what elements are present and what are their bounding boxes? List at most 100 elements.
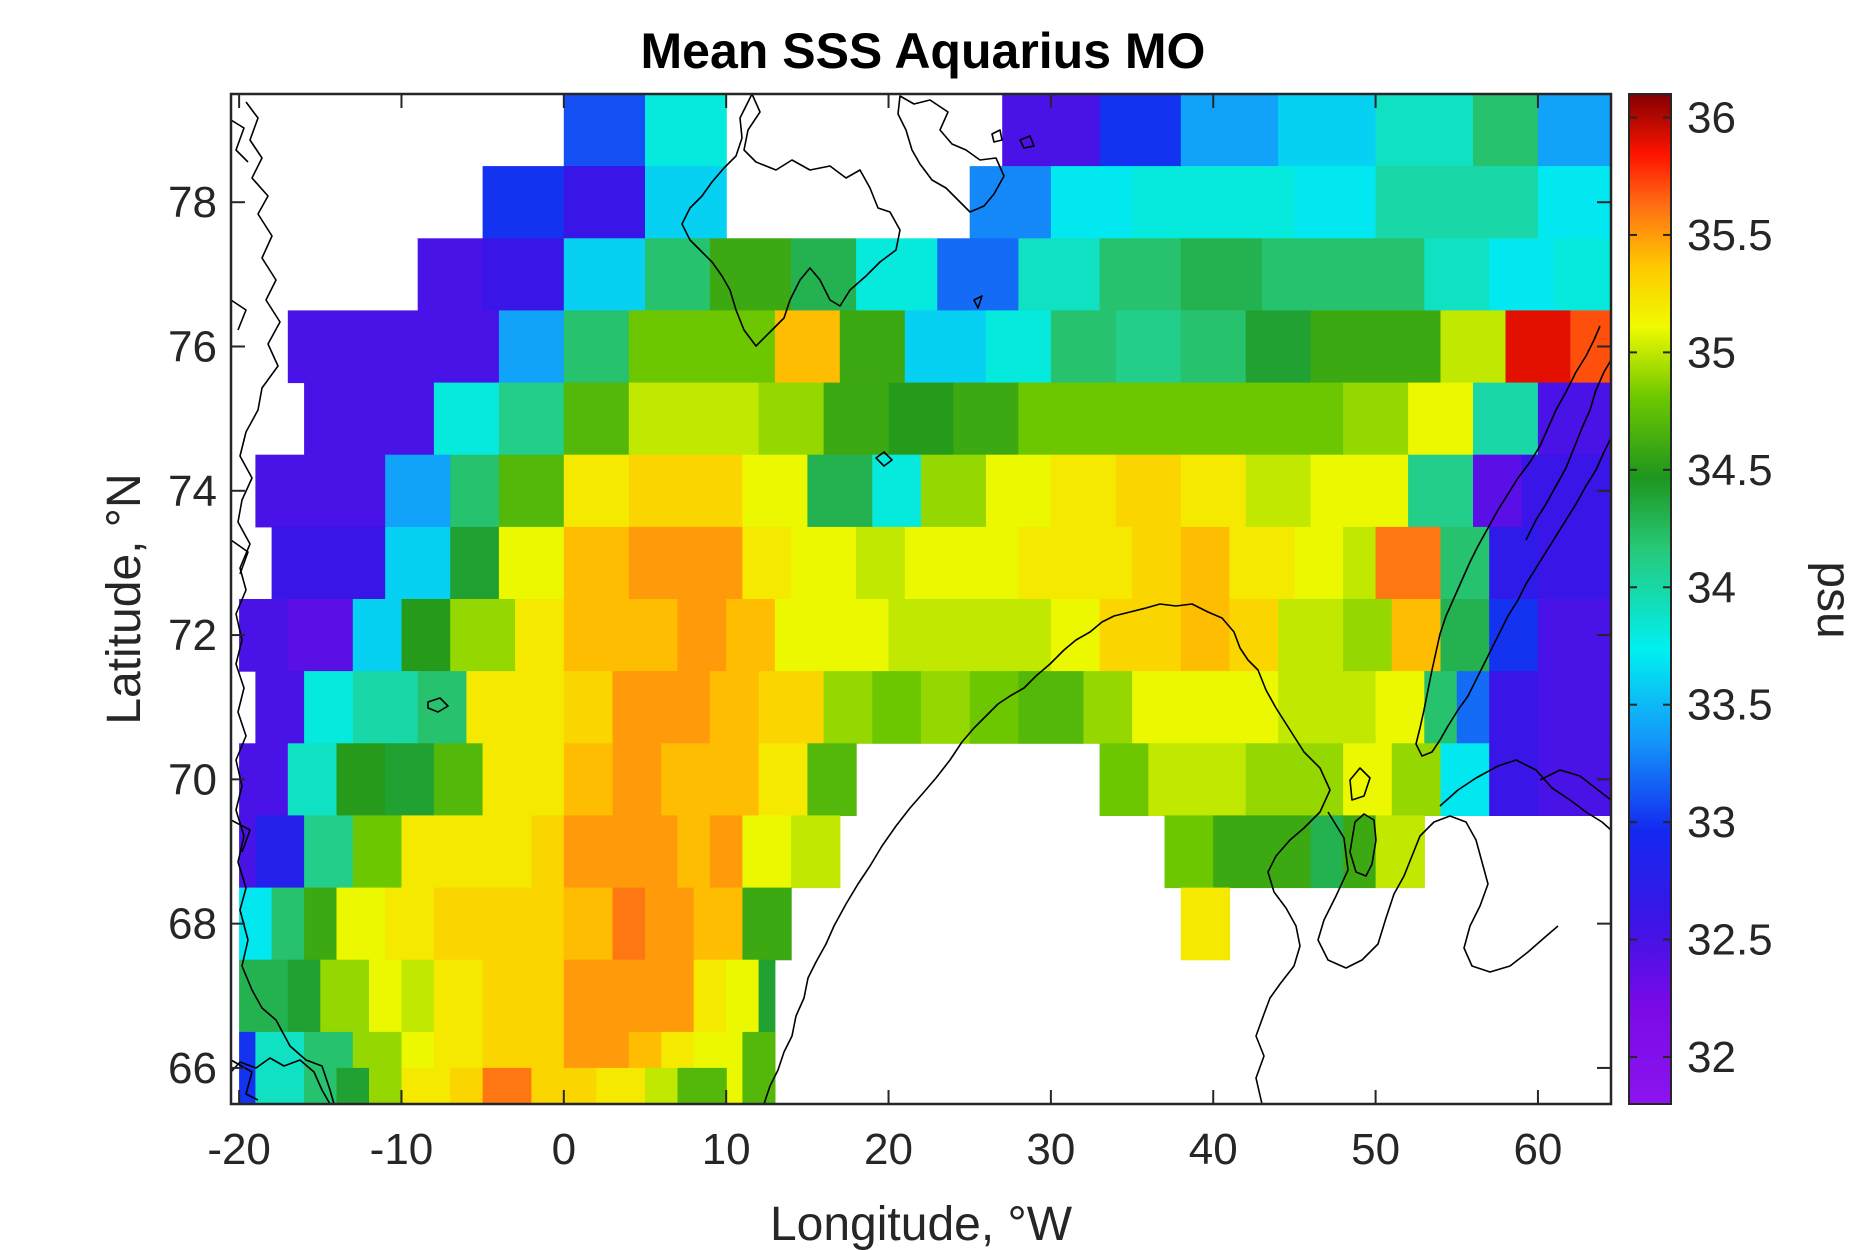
x-tick-label: 0 [552,1125,576,1174]
sss-cell [1375,94,1474,167]
sss-cell [239,959,289,1033]
sss-cell [450,599,516,672]
coastline-arctic-islets [991,129,1035,149]
coastline-svalbard-north [897,95,1005,213]
sss-cell [888,599,1052,672]
sss-cell [417,671,467,744]
sss-cell [1440,310,1506,384]
sss-cell [239,1031,256,1105]
sss-cell [791,238,857,311]
sss-cell [1391,743,1442,816]
sss-cell [1229,599,1279,672]
sss-cell [563,887,614,961]
sss-cell [1310,815,1344,889]
colorbar-tick-label: 35.5 [1687,211,1773,260]
sss-cell [433,959,484,1033]
y-tick-label: 72 [168,611,217,660]
sss-cell [563,310,630,384]
y-tick-label: 76 [168,323,217,372]
sss-cell [482,238,565,311]
sss-cell [645,238,711,311]
sss-cell [1489,599,1539,672]
sss-cell [287,743,338,816]
sss-cell [791,526,857,600]
coastline-greenland-inlets [230,119,259,1101]
sss-cell [1050,599,1101,672]
colorbar: 32 32.5 33 33.5 34 34.5 35 35.5 36 [1628,93,1773,1105]
sss-cell [774,599,890,672]
sss-cell [401,959,435,1033]
sss-cell [791,815,841,889]
sss-cell [320,959,370,1033]
sss-cell [563,1067,597,1105]
sss-cell [1375,671,1425,744]
y-axis-label: Latitude, °N [98,473,151,724]
sss-cell [1343,526,1377,600]
sss-cell [1537,94,1612,167]
sss-cell [1261,815,1312,889]
sss-cell [1456,166,1539,239]
sss-cell [531,815,565,889]
sss-cell [921,454,987,528]
sss-cell [628,310,776,384]
x-tick-label: 50 [1351,1125,1400,1174]
colorbar-tick-label: 32.5 [1687,916,1773,965]
y-tick-label: 68 [168,900,217,949]
sss-cell [1115,454,1182,528]
y-tick-label: 74 [168,467,217,516]
sss-cell [1099,94,1182,167]
sss-cell [450,526,500,600]
sss-cell [742,454,808,528]
sss-cell [709,238,792,311]
colorbar-tick-label: 33 [1687,798,1736,847]
sss-cell [1489,743,1539,816]
sss-cell [1489,671,1539,744]
sss-cell [563,599,678,672]
sss-cell [758,382,825,456]
sss-cell [1294,526,1344,600]
coastline-outlines [230,93,1612,1105]
sss-cell [1148,743,1247,816]
sss-cell [774,310,841,384]
sss-cell [563,454,630,528]
sss-cell [515,887,565,961]
sss-cell [1310,310,1442,384]
sss-cell [1213,166,1295,239]
y-tick-label: 66 [168,1044,217,1093]
sss-cell [498,526,565,600]
sss-cell [628,382,695,456]
sss-cell [450,454,500,528]
sss-cell [758,743,808,816]
plot-frame [229,92,1613,1106]
sss-cell [1375,526,1442,600]
sss-cell [304,815,354,889]
sss-cell [823,671,873,744]
x-tick-label: 20 [864,1125,913,1174]
sss-cell [758,671,825,744]
sss-cell [1132,671,1279,744]
colorbar-tick-label: 32 [1687,1033,1736,1082]
sss-cell [1278,94,1377,167]
sss-cell [628,526,743,600]
sss-cell [693,382,760,456]
sss-cell [1343,599,1393,672]
sss-cell [937,238,1019,311]
sss-cell [352,671,419,744]
coastline-greenland [235,101,335,1105]
sss-cell [1180,454,1247,528]
coastline-barents-south [1349,759,1612,831]
sss-cell [726,959,760,1033]
sss-cell [985,310,1052,384]
sss-cell [596,1067,646,1105]
sss-cell [1554,238,1612,311]
sss-cell [1408,382,1474,456]
sss-cell [612,887,646,961]
sss-cell [1537,526,1612,600]
coastline-white-sea [1317,811,1559,973]
sss-cell [498,310,565,384]
sss-cell [645,887,695,961]
colorbar-tick-label: 34.5 [1687,446,1773,495]
sss-cell [563,959,646,1033]
sss-cell [969,166,1052,239]
sss-cell [1537,743,1571,816]
